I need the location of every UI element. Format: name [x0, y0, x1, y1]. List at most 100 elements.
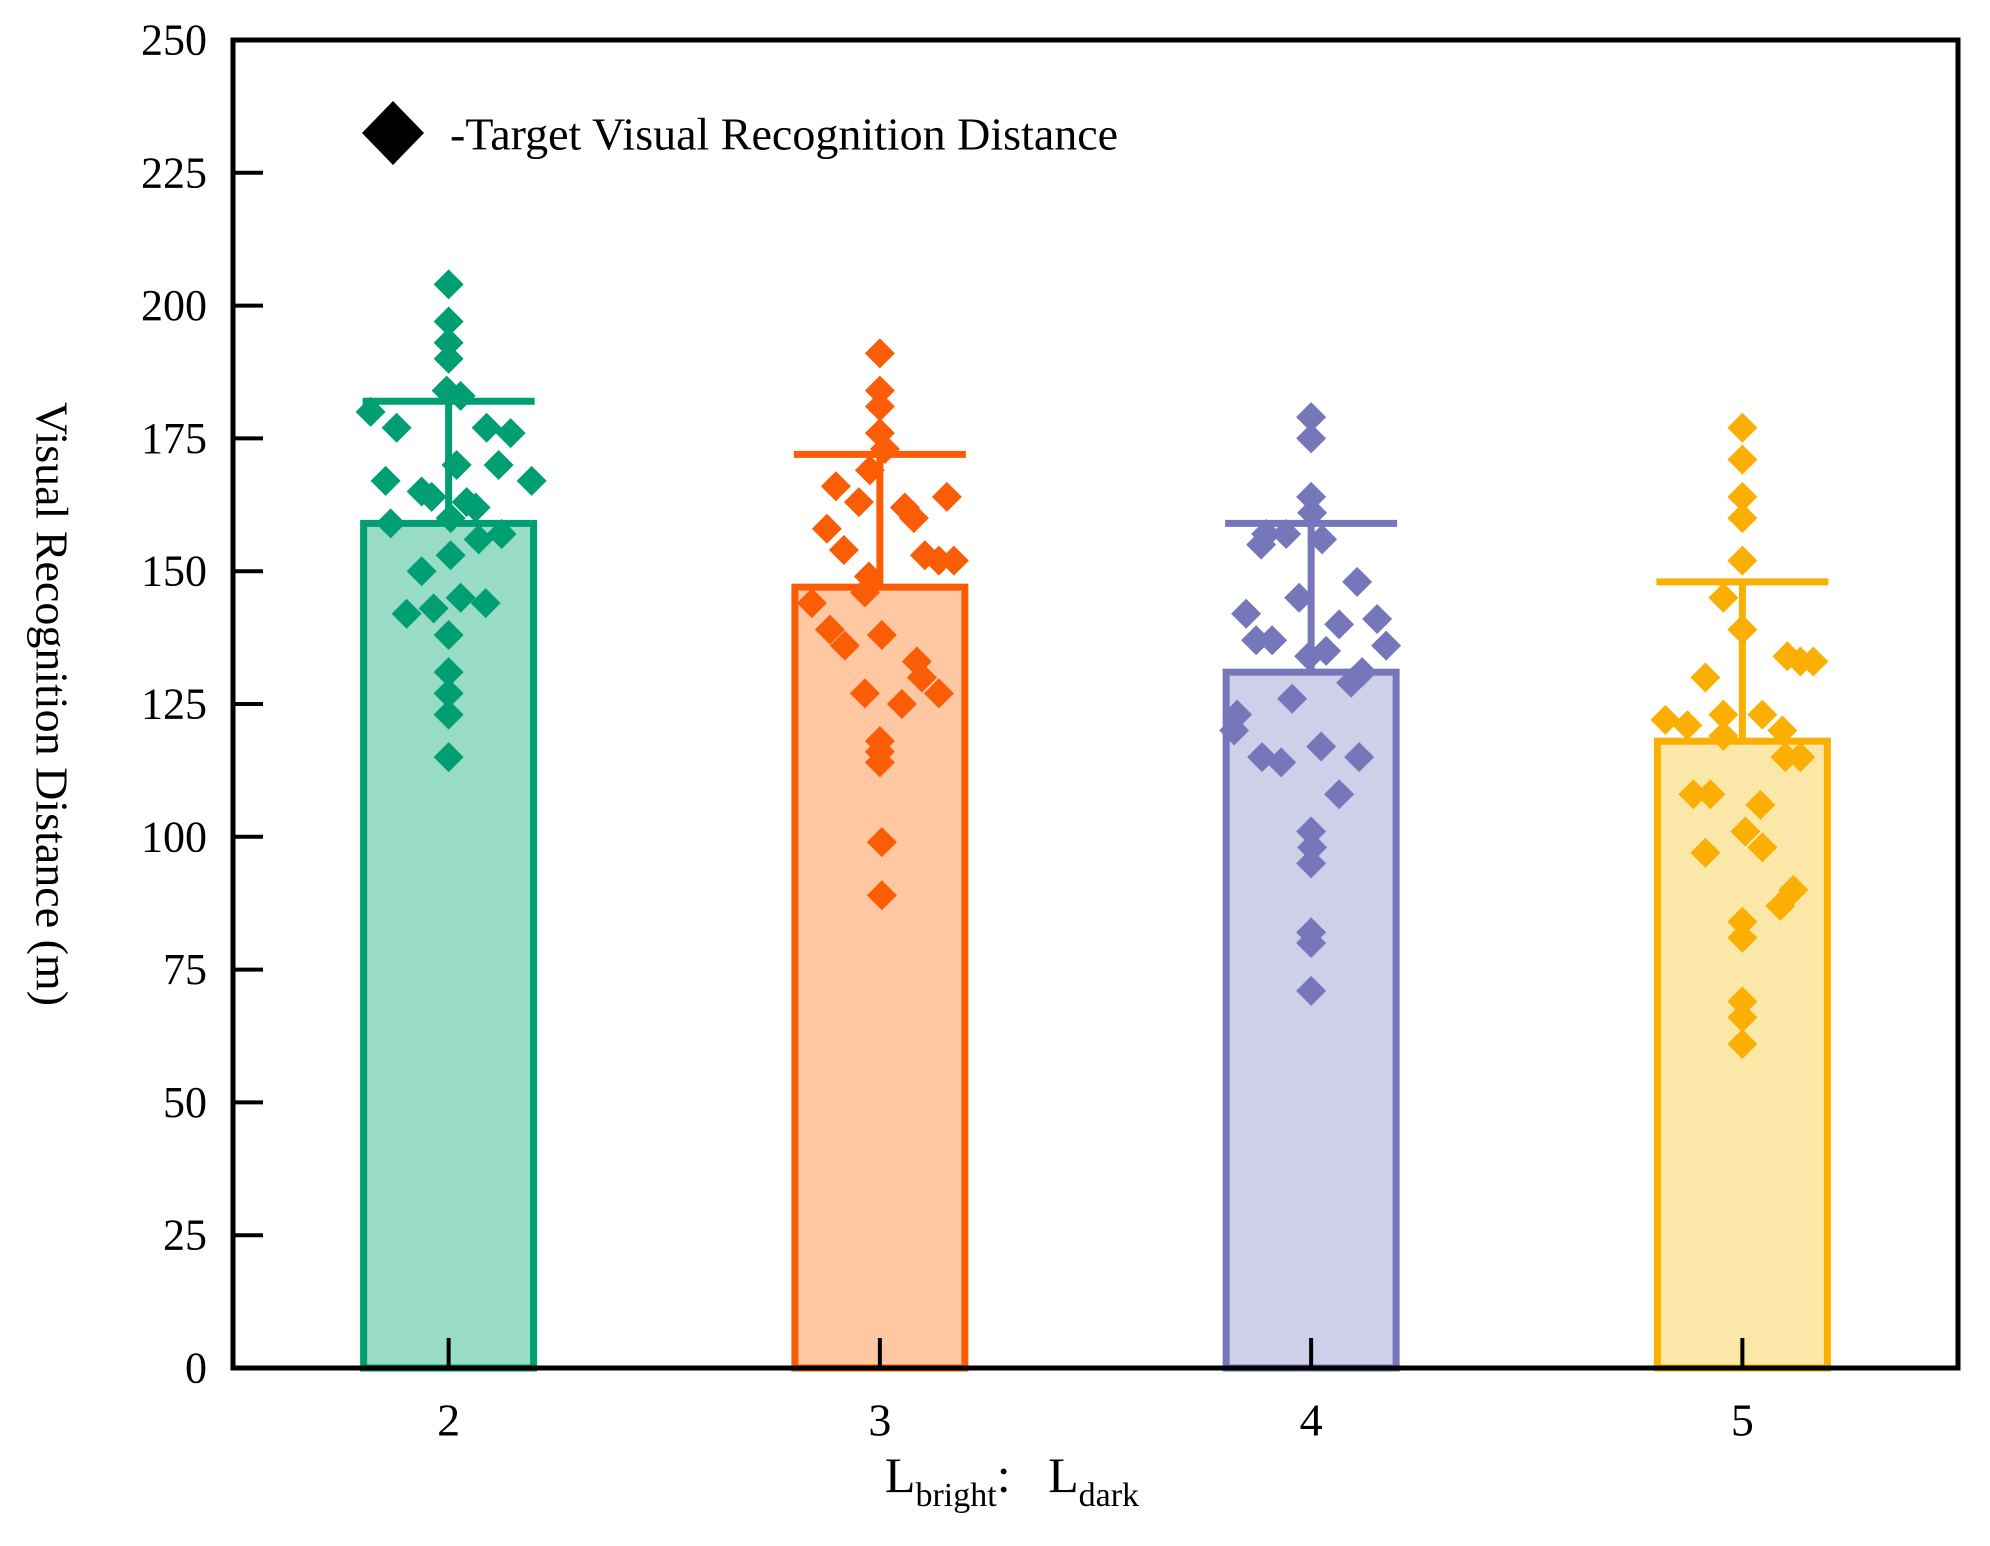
bar-5 [1653, 737, 1831, 1372]
data-point-diamond-icon [470, 588, 501, 619]
y-tick-label: 150 [141, 547, 207, 596]
data-point-diamond-icon [1241, 625, 1272, 656]
data-point-diamond-icon [1727, 503, 1758, 534]
data-point-diamond-icon [843, 487, 874, 518]
data-point-diamond-icon [486, 519, 517, 550]
data-point-diamond-icon [370, 465, 401, 496]
data-point-diamond-icon [1727, 1002, 1758, 1033]
data-point-diamond-icon [1336, 667, 1367, 698]
data-point-diamond-icon [1672, 710, 1703, 741]
data-point-diamond-icon [1727, 1028, 1758, 1059]
y-tick-label: 0 [185, 1344, 207, 1393]
data-point-diamond-icon [849, 577, 880, 608]
bar-group-5 [1650, 412, 1831, 1372]
data-point-diamond-icon [1296, 975, 1327, 1006]
y-tick-label: 250 [141, 16, 207, 65]
x-axis-title-sub2: dark [1079, 1477, 1139, 1514]
data-point-diamond-icon [866, 880, 897, 911]
data-point-diamond-icon [1271, 519, 1302, 550]
bar-4 [1222, 668, 1400, 1372]
data-point-diamond-icon [820, 471, 851, 502]
legend-label: -Target Visual Recognition Distance [450, 109, 1118, 160]
data-point-diamond-icon [1727, 444, 1758, 475]
x-axis-title-sub1: bright [915, 1477, 997, 1514]
data-point-diamond-icon [483, 449, 514, 480]
data-point-diamond-icon [869, 434, 900, 465]
data-point-diamond-icon [1294, 641, 1325, 672]
data-point-diamond-icon [433, 269, 464, 300]
data-point-diamond-icon [1727, 922, 1758, 953]
data-point-diamond-icon [460, 492, 491, 523]
data-point-diamond-icon [1342, 566, 1373, 597]
x-axis-title-base2: L [1048, 1447, 1079, 1503]
data-point-diamond-icon [416, 481, 447, 512]
y-tick-label: 175 [141, 414, 207, 463]
data-point-diamond-icon [1324, 609, 1355, 640]
data-point-diamond-icon [864, 375, 895, 406]
data-point-diamond-icon [864, 747, 895, 778]
data-point-diamond-icon [1307, 524, 1338, 555]
data-point-diamond-icon [381, 412, 412, 443]
x-tick-label: 5 [1731, 1395, 1754, 1446]
data-point-diamond-icon [445, 380, 476, 411]
data-point-diamond-icon [1266, 747, 1297, 778]
y-tick-label: 50 [163, 1078, 207, 1127]
data-point-diamond-icon [1727, 614, 1758, 645]
data-point-diamond-icon [1306, 731, 1337, 762]
data-point-diamond-icon [433, 699, 464, 730]
data-point-diamond-icon [1695, 779, 1726, 810]
y-tick-label: 225 [141, 148, 207, 197]
data-point-diamond-icon [1650, 704, 1681, 735]
x-axis-title: Lbright: Ldark [885, 1447, 1139, 1514]
data-point-diamond-icon [433, 657, 464, 688]
data-point-diamond-icon [814, 614, 845, 645]
data-point-diamond-icon [1277, 683, 1308, 714]
data-point-diamond-icon [1690, 837, 1721, 868]
data-point-diamond-icon [828, 534, 859, 565]
data-point-diamond-icon [1297, 497, 1328, 528]
legend: -Target Visual Recognition Distance [362, 101, 1118, 165]
data-point-diamond-icon [1727, 545, 1758, 576]
data-point-diamond-icon [849, 678, 880, 709]
data-point-diamond-icon [1747, 699, 1778, 730]
data-point-diamond-icon [1690, 662, 1721, 693]
bar-group-3 [791, 338, 969, 1372]
data-point-diamond-icon [1678, 779, 1709, 810]
data-point-diamond-icon [864, 338, 895, 369]
data-point-diamond-icon [445, 582, 476, 613]
data-point-diamond-icon [435, 503, 466, 534]
bar-2 [360, 519, 538, 1372]
data-point-diamond-icon [433, 343, 464, 374]
data-point-diamond-icon [866, 827, 897, 858]
data-point-diamond-icon [1727, 481, 1758, 512]
data-point-diamond-icon [1324, 779, 1355, 810]
y-tick-label: 125 [141, 680, 207, 729]
data-point-diamond-icon [433, 327, 464, 358]
data-point-diamond-icon [1727, 906, 1758, 937]
data-point-diamond-icon [433, 619, 464, 650]
data-point-diamond-icon [355, 396, 386, 427]
data-point-diamond-icon [1708, 582, 1739, 613]
data-point-diamond-icon [1745, 789, 1776, 820]
bar-group-2 [355, 269, 547, 1372]
data-point-diamond-icon [1344, 742, 1375, 773]
data-point-diamond-icon [1767, 715, 1798, 746]
data-point-diamond-icon [854, 455, 885, 486]
data-point-diamond-icon [1785, 742, 1816, 773]
data-point-diamond-icon [495, 418, 526, 449]
data-point-diamond-icon [864, 391, 895, 422]
data-point-diamond-icon [1708, 699, 1739, 730]
data-point-diamond-icon [1219, 715, 1250, 746]
data-point-diamond-icon [441, 449, 472, 480]
data-point-diamond-icon [931, 481, 962, 512]
chart-generated-layer: 0 25 50 75 100 125 150 175 200 225 250 2 3 4 5 [141, 16, 1961, 1446]
data-point-diamond-icon [1727, 412, 1758, 443]
x-axis-title-sep: : [997, 1447, 1048, 1503]
data-point-diamond-icon [418, 593, 449, 624]
data-point-diamond-icon [1798, 646, 1829, 677]
x-tick-label: 3 [868, 1395, 891, 1446]
data-point-diamond-icon [1371, 630, 1402, 661]
data-point-diamond-icon [923, 678, 954, 709]
data-point-diamond-icon [1765, 890, 1796, 921]
